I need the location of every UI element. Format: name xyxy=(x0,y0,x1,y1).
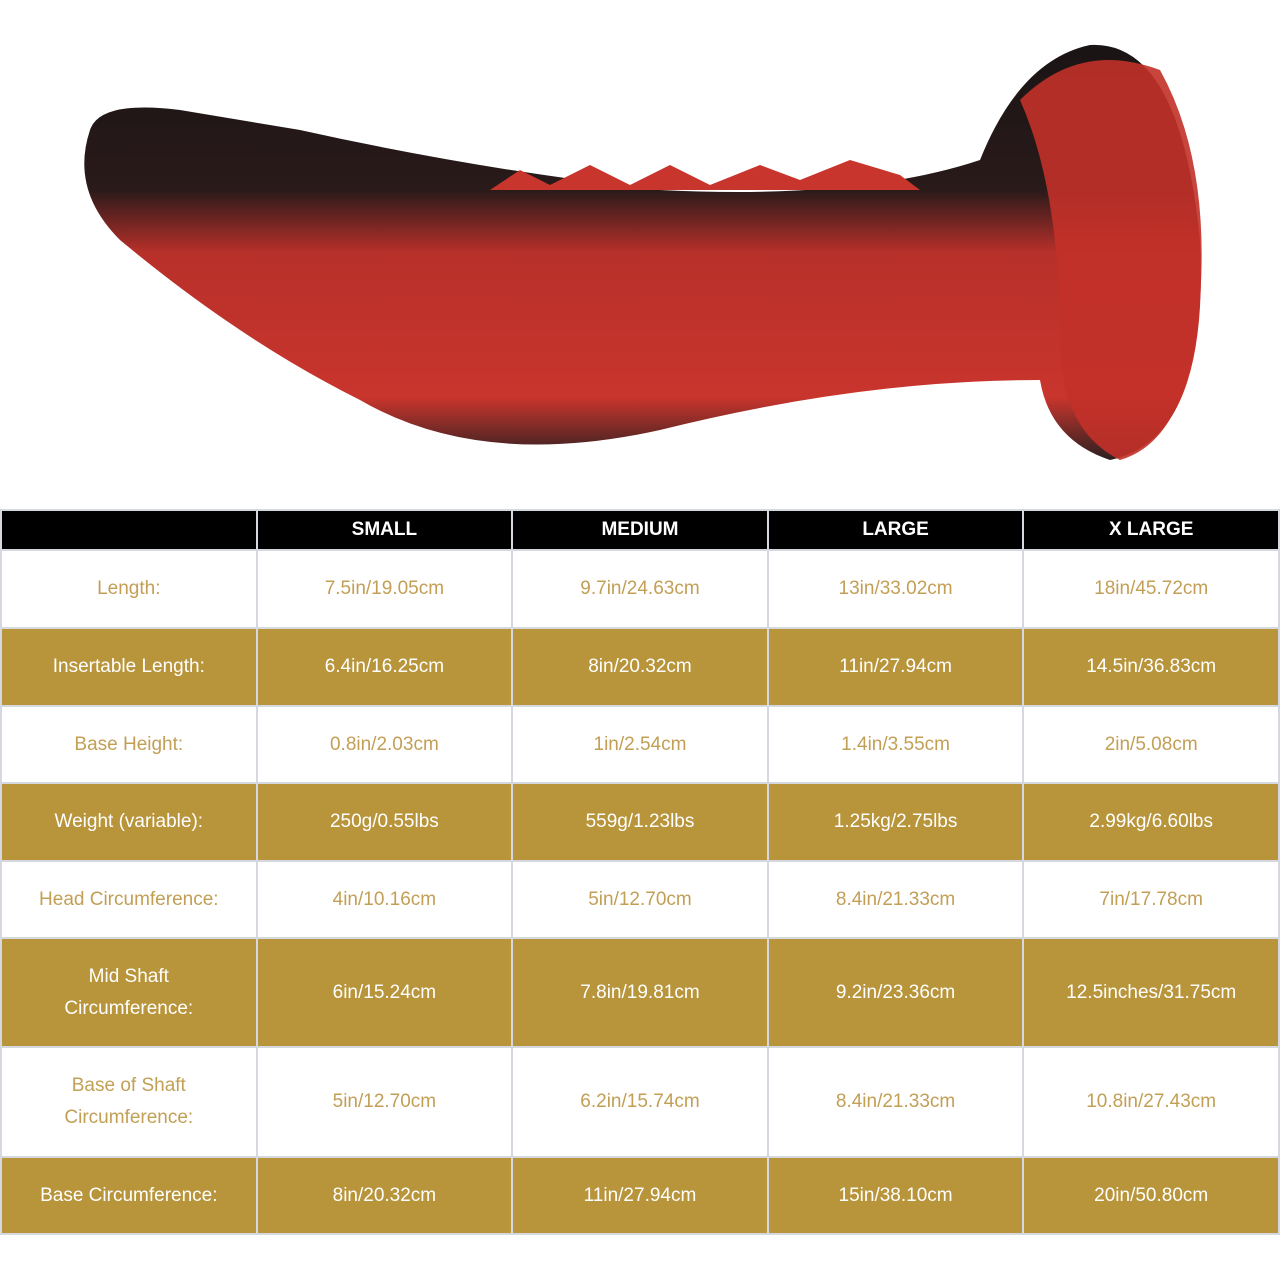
header-row: SMALL MEDIUM LARGE X LARGE xyxy=(0,509,1280,551)
table-cell: 250g/0.55lbs xyxy=(255,782,514,862)
row-label: Weight (variable): xyxy=(0,782,258,862)
table-cell: 15in/38.10cm xyxy=(766,1156,1025,1235)
table-cell: 9.2in/23.36cm xyxy=(766,937,1025,1048)
table-cell: 7.8in/19.81cm xyxy=(511,937,769,1048)
table-cell: 8in/20.32cm xyxy=(255,1156,514,1235)
row-label: Base Circumference: xyxy=(0,1156,258,1235)
table-cell: 8.4in/21.33cm xyxy=(766,1046,1025,1158)
table-cell: 2.99kg/6.60lbs xyxy=(1022,782,1280,862)
table-row: Length: 7.5in/19.05cm 9.7in/24.63cm 13in/33… xyxy=(0,549,1280,629)
table-cell: 20in/50.80cm xyxy=(1022,1156,1280,1235)
row-label: Base Height: xyxy=(0,705,258,784)
table-cell: 10.8in/27.43cm xyxy=(1022,1046,1280,1158)
table-row: Insertable Length: 6.4in/16.25cm 8in/20.32… xyxy=(0,627,1280,707)
header-small: SMALL xyxy=(255,509,514,551)
table-cell: 7in/17.78cm xyxy=(1022,860,1280,939)
product-body xyxy=(84,44,1201,460)
table-cell: 1.25kg/2.75lbs xyxy=(766,782,1025,862)
table-cell: 13in/33.02cm xyxy=(766,549,1025,629)
row-label: Insertable Length: xyxy=(0,627,258,707)
table-row: Mid Shaft Circumference: 6in/15.24cm 7.8in… xyxy=(0,937,1280,1048)
row-label: Length: xyxy=(0,549,258,629)
table-cell: 14.5in/36.83cm xyxy=(1022,627,1280,707)
table-cell: 0.8in/2.03cm xyxy=(255,705,514,784)
table-cell: 559g/1.23lbs xyxy=(511,782,769,862)
header-large: LARGE xyxy=(766,509,1025,551)
table-row: Head Circumference: 4in/10.16cm 5in/12.70c… xyxy=(0,860,1280,939)
row-label: Base of Shaft Circumference: xyxy=(0,1046,258,1158)
table-cell: 1in/2.54cm xyxy=(511,705,769,784)
table-row: Weight (variable): 250g/0.55lbs 559g/1.23l… xyxy=(0,782,1280,862)
table-cell: 9.7in/24.63cm xyxy=(511,549,769,629)
size-chart-table: SMALL MEDIUM LARGE X LARGE Length: 7.5in/… xyxy=(0,509,1280,1235)
table-cell: 11in/27.94cm xyxy=(766,627,1025,707)
table-cell: 6.2in/15.74cm xyxy=(511,1046,769,1158)
table-cell: 1.4in/3.55cm xyxy=(766,705,1025,784)
table-cell: 5in/12.70cm xyxy=(511,860,769,939)
table-cell: 6in/15.24cm xyxy=(255,937,514,1048)
table-cell: 18in/45.72cm xyxy=(1022,549,1280,629)
table-cell: 5in/12.70cm xyxy=(255,1046,514,1158)
table-row: Base of Shaft Circumference: 5in/12.70cm 6… xyxy=(0,1046,1280,1158)
table-cell: 8.4in/21.33cm xyxy=(766,860,1025,939)
product-ridge xyxy=(490,160,920,190)
table-row: Base Height: 0.8in/2.03cm 1in/2.54cm 1.4in/… xyxy=(0,705,1280,784)
table-cell: 2in/5.08cm xyxy=(1022,705,1280,784)
product-base xyxy=(1020,60,1202,460)
table-cell: 7.5in/19.05cm xyxy=(255,549,514,629)
table-cell: 8in/20.32cm xyxy=(511,627,769,707)
header-xlarge: X LARGE xyxy=(1022,509,1280,551)
header-medium: MEDIUM xyxy=(511,509,769,551)
header-empty xyxy=(0,509,258,551)
table-cell: 11in/27.94cm xyxy=(511,1156,769,1235)
row-label: Head Circumference: xyxy=(0,860,258,939)
row-label: Mid Shaft Circumference: xyxy=(0,937,258,1048)
table-cell: 4in/10.16cm xyxy=(255,860,514,939)
product-image xyxy=(84,44,1202,460)
table-row: Base Circumference: 8in/20.32cm 11in/27.94… xyxy=(0,1156,1280,1235)
table-cell: 12.5inches/31.75cm xyxy=(1022,937,1280,1048)
table-cell: 6.4in/16.25cm xyxy=(255,627,514,707)
